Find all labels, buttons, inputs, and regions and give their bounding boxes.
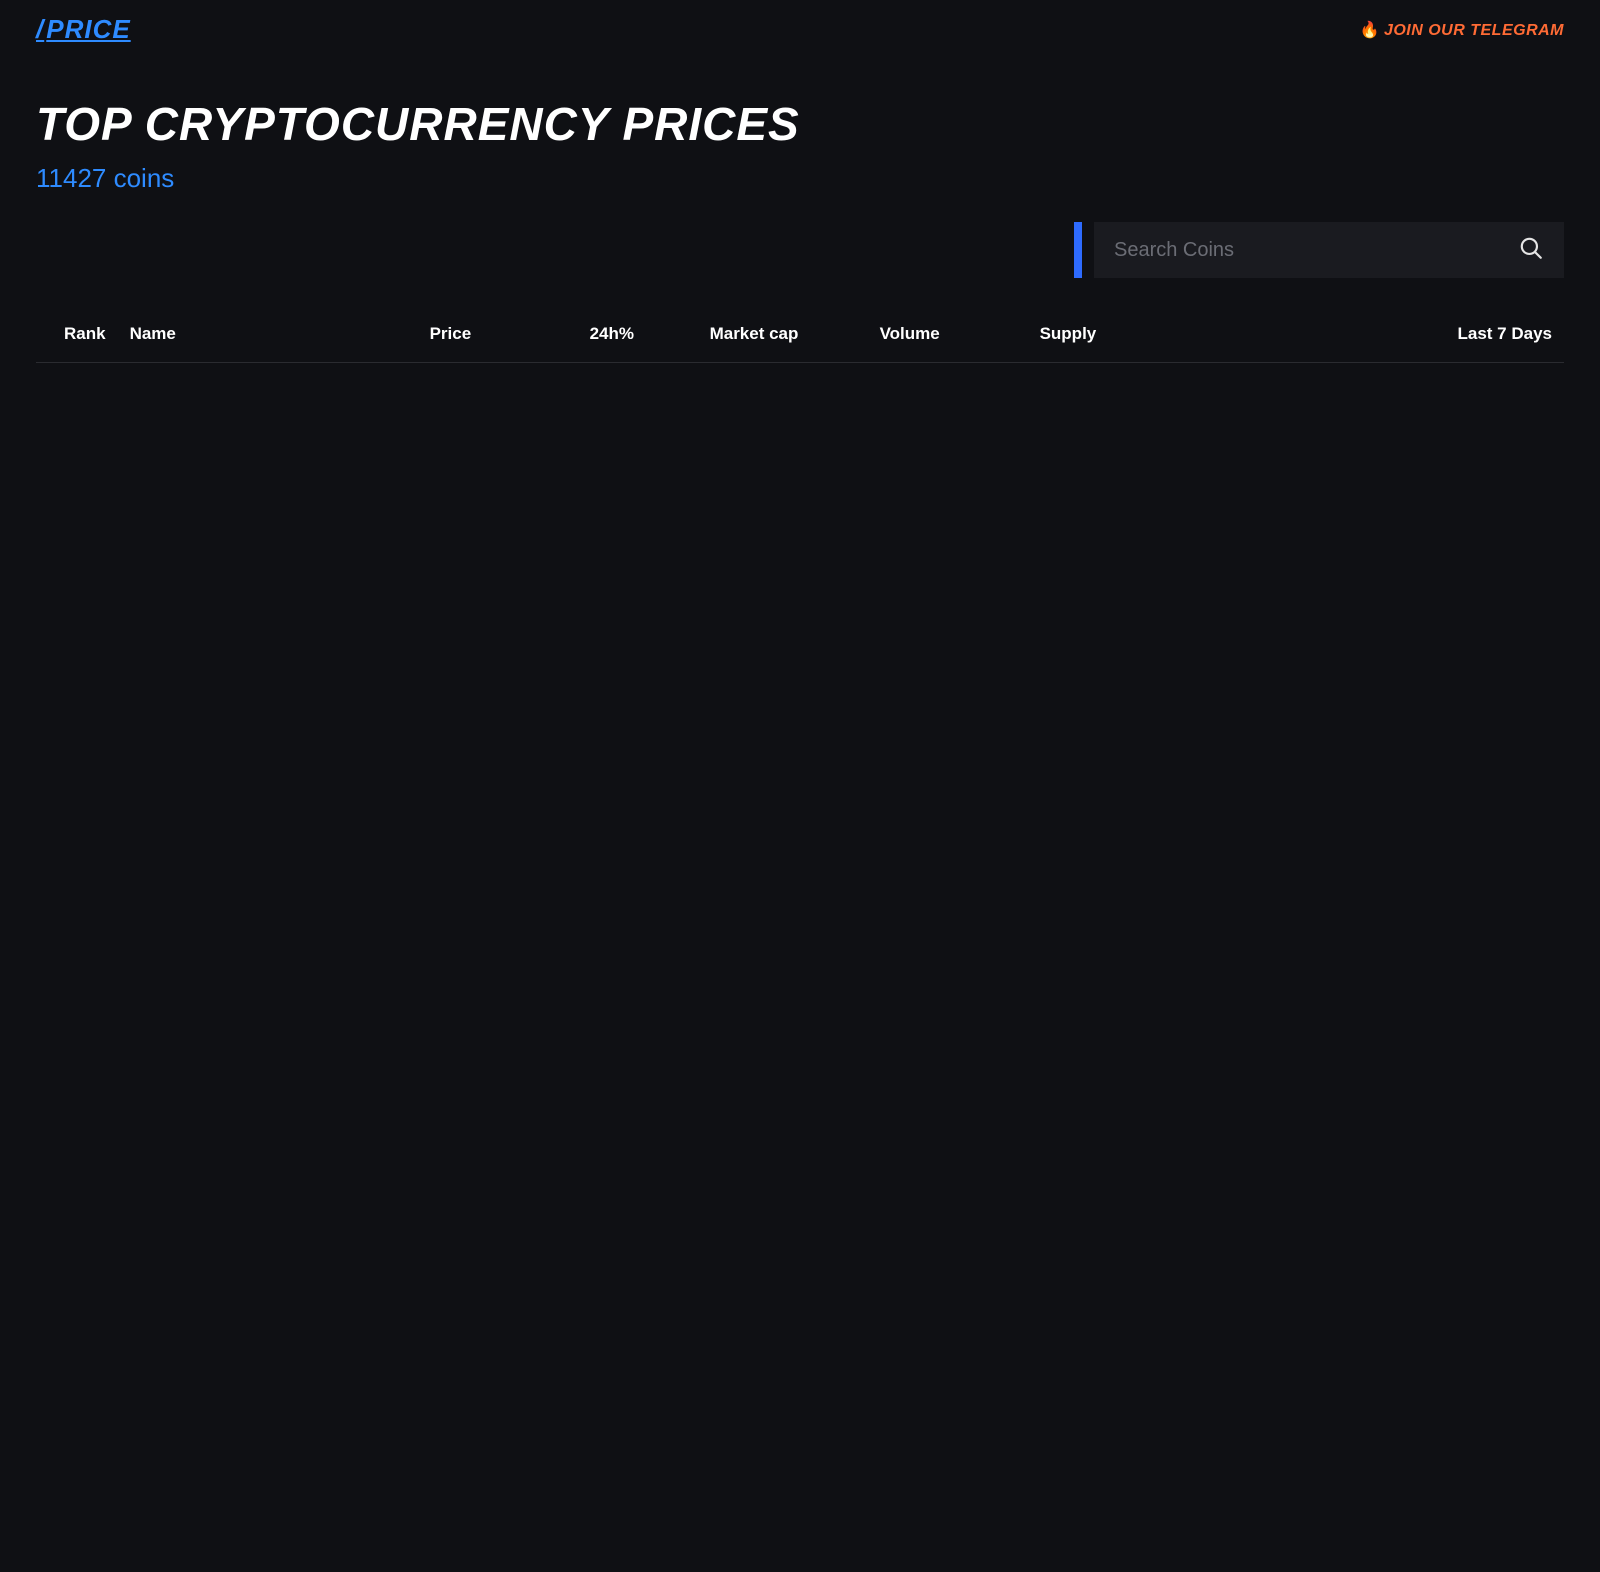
table-header: Rank Name Price 24h% Market cap Volume S…	[36, 306, 1564, 363]
th-24h[interactable]: 24h%	[578, 306, 698, 363]
th-name[interactable]: Name	[118, 306, 418, 363]
topbar: /PRICE 🔥JOIN OUR TELEGRAM	[36, 10, 1564, 63]
telegram-text: JOIN OUR TELEGRAM	[1384, 22, 1564, 39]
page-title: TOP CRYPTOCURRENCY PRICES	[36, 97, 1564, 151]
logo-text: PRICE	[46, 14, 130, 45]
coin-count: 11427 coins	[36, 163, 1564, 194]
search-icon[interactable]	[1518, 235, 1544, 266]
search-accent	[1074, 222, 1082, 278]
th-supply[interactable]: Supply	[1028, 306, 1228, 363]
search-row	[36, 222, 1564, 278]
search-wrap	[1074, 222, 1564, 278]
coin-table: Rank Name Price 24h% Market cap Volume S…	[36, 306, 1564, 363]
search-box	[1094, 222, 1564, 278]
th-volume[interactable]: Volume	[868, 306, 1028, 363]
th-rank[interactable]: Rank	[36, 306, 118, 363]
logo-slash: /	[36, 14, 44, 45]
telegram-link[interactable]: 🔥JOIN OUR TELEGRAM	[1360, 20, 1564, 40]
th-price[interactable]: Price	[418, 306, 578, 363]
search-input[interactable]	[1114, 239, 1518, 262]
th-last7[interactable]: Last 7 Days	[1228, 306, 1564, 363]
logo[interactable]: /PRICE	[36, 14, 131, 45]
th-mcap[interactable]: Market cap	[698, 306, 868, 363]
fire-icon: 🔥	[1360, 22, 1380, 39]
